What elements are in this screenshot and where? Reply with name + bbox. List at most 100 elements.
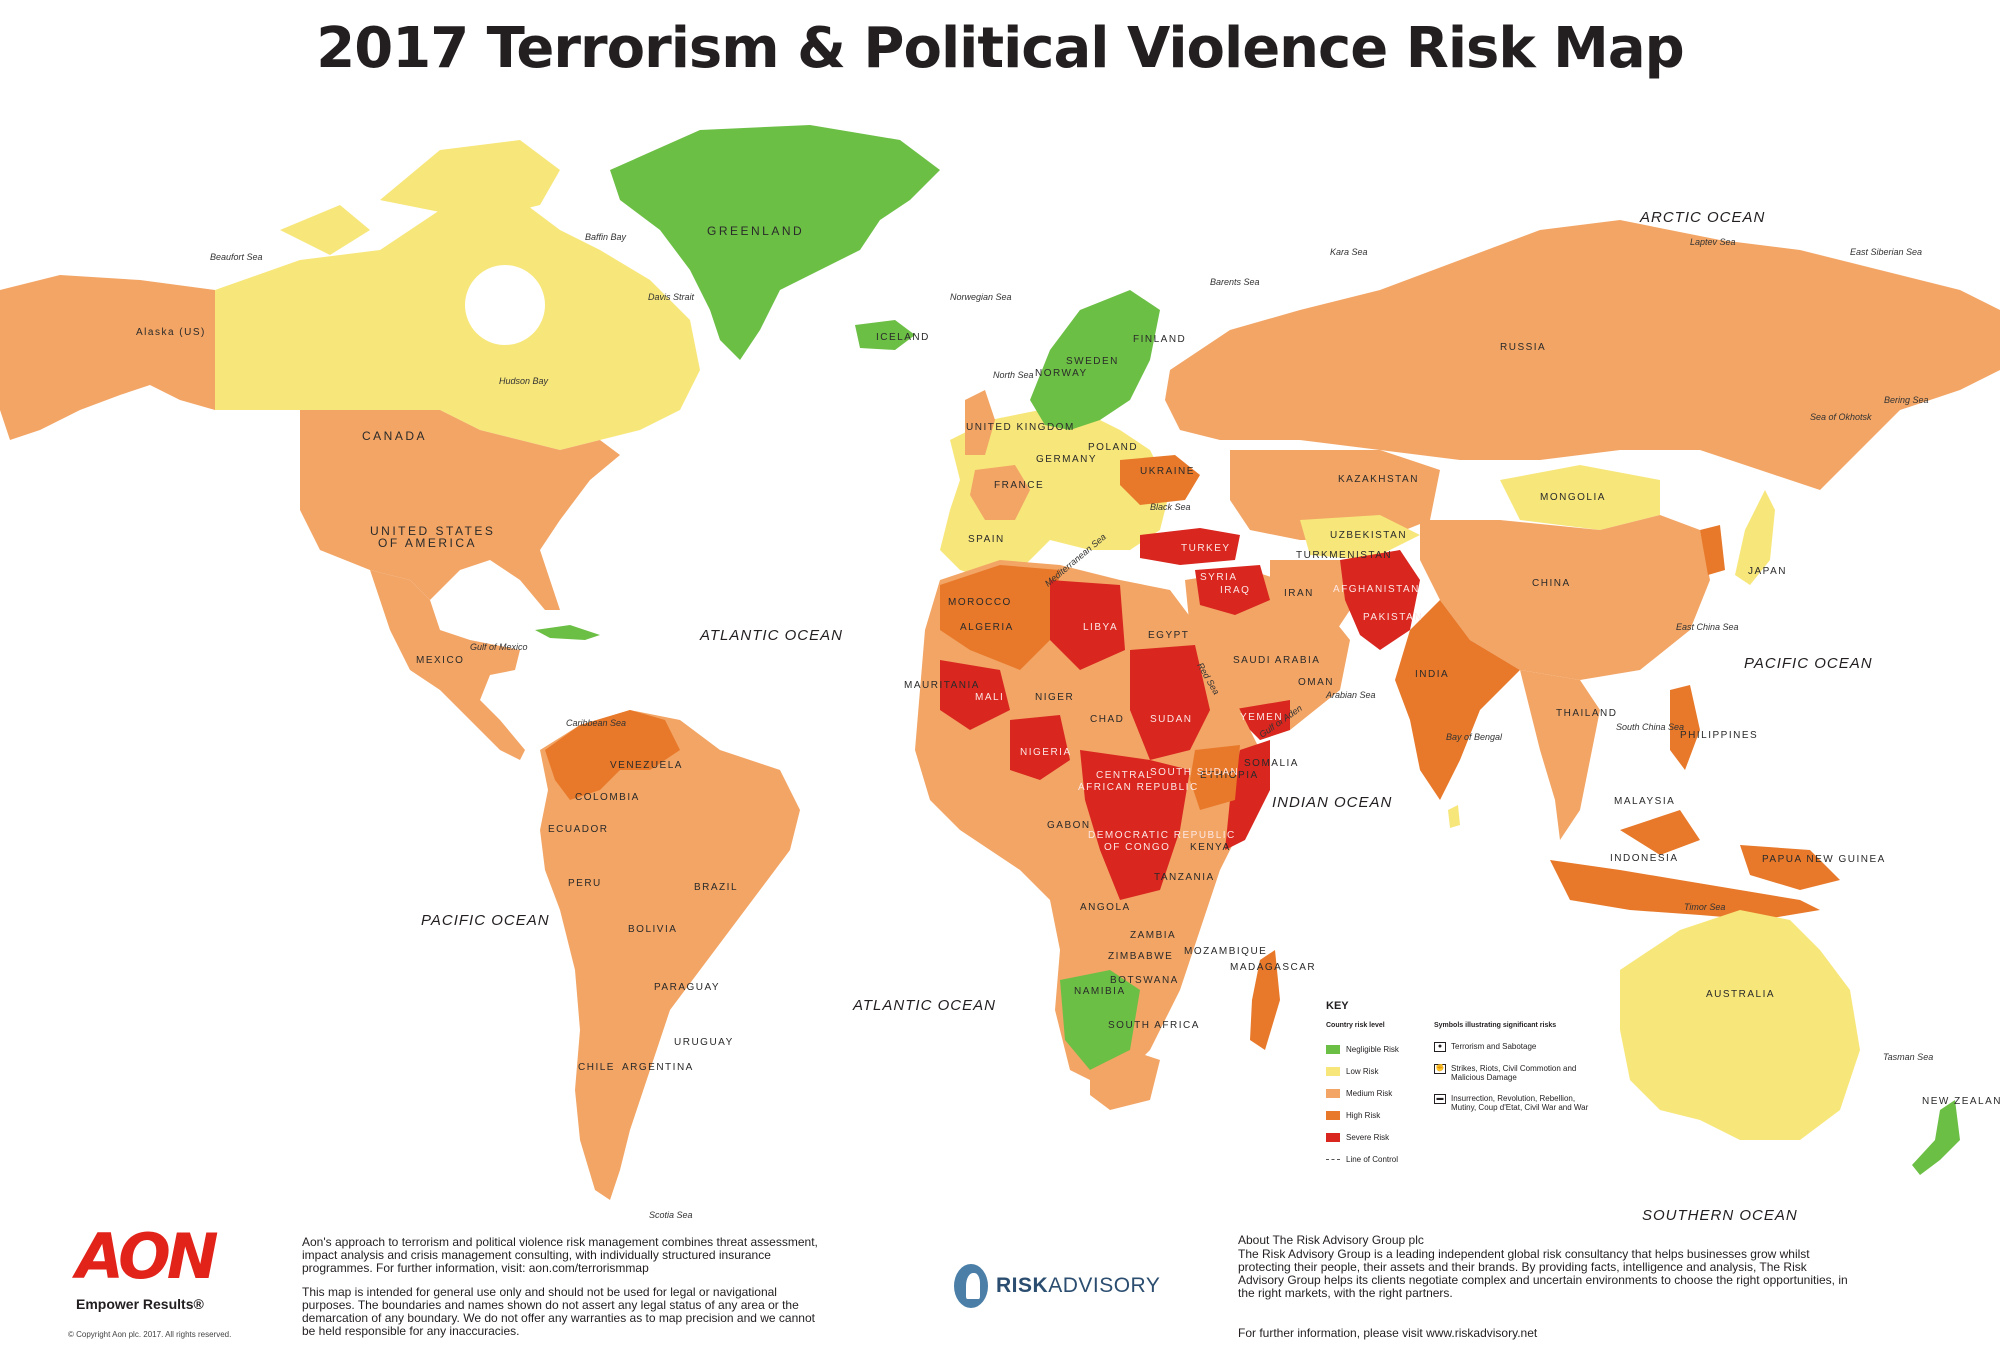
ocean-label-southern: SOUTHERN OCEAN	[1642, 1207, 1798, 1224]
legend-label-high: High Risk	[1346, 1110, 1381, 1120]
country-label-iceland: ICELAND	[876, 332, 930, 343]
country-label-saudi-arabia: SAUDI ARABIA	[1233, 655, 1320, 666]
legend-symbol-strikes: ✊ Strikes, Riots, Civil Commotion and Ma…	[1434, 1064, 1594, 1082]
legend-symbol-terrorism: ● Terrorism and Sabotage	[1434, 1042, 1594, 1052]
legend-label-low: Low Risk	[1346, 1066, 1379, 1076]
legend-item-negligible: Negligible Risk	[1326, 1044, 1399, 1054]
country-label-sweden: SWEDEN	[1066, 356, 1119, 367]
country-label-mozambique: MOZAMBIQUE	[1184, 946, 1267, 957]
about-url-link[interactable]: For further information, please visit ww…	[1238, 1326, 1538, 1340]
region-korea	[1700, 525, 1725, 575]
country-label-drc-1: DEMOCRATIC REPUBLIC	[1088, 830, 1236, 841]
legend-item-low: Low Risk	[1326, 1066, 1378, 1076]
sea-label-okhotsk: Sea of Okhotsk	[1810, 412, 1872, 422]
risk-advisory-wordmark: RISKADVISORY	[996, 1274, 1160, 1298]
legend-item-high: High Risk	[1326, 1110, 1380, 1120]
country-label-norway: NORWAY	[1035, 368, 1088, 379]
country-label-uk: UNITED KINGDOM	[966, 422, 1075, 433]
region-iraq-syria	[1195, 565, 1270, 615]
country-label-brazil: BRAZIL	[694, 882, 738, 893]
region-sri-lanka	[1448, 805, 1460, 828]
country-label-syria: SYRIA	[1200, 572, 1238, 583]
region-uk	[965, 390, 995, 455]
country-label-gabon: GABON	[1047, 820, 1091, 831]
region-uzbekistan	[1300, 515, 1420, 560]
country-label-niger: NIGER	[1035, 692, 1074, 703]
region-japan	[1735, 490, 1775, 585]
country-label-thailand: THAILAND	[1556, 708, 1617, 719]
country-label-sudan: SUDAN	[1150, 714, 1193, 725]
sea-label-beaufort: Beaufort Sea	[210, 252, 263, 262]
legend-symbol-label-strikes: Strikes, Riots, Civil Commotion and Mali…	[1451, 1064, 1577, 1082]
country-label-alaska: Alaska (US)	[136, 327, 206, 338]
ocean-label-indian: INDIAN OCEAN	[1272, 794, 1392, 811]
country-label-somalia: SOMALIA	[1244, 758, 1299, 769]
country-label-iraq: IRAQ	[1220, 585, 1250, 596]
region-mongolia	[1500, 465, 1660, 530]
sea-label-caribbean: Caribbean Sea	[566, 718, 626, 728]
region-madagascar	[1250, 950, 1280, 1050]
country-label-drc-2: OF CONGO	[1104, 842, 1170, 853]
fist-icon: ✊	[1434, 1064, 1446, 1074]
country-label-iran: IRAN	[1284, 588, 1314, 599]
country-label-mali: MALI	[975, 692, 1004, 703]
sea-label-kara: Kara Sea	[1330, 247, 1368, 257]
aon-description: Aon's approach to terrorism and politica…	[302, 1235, 818, 1275]
sea-label-tasman: Tasman Sea	[1883, 1052, 1933, 1062]
swatch-negligible	[1326, 1044, 1340, 1054]
country-label-turkey: TURKEY	[1181, 543, 1231, 554]
region-usa	[300, 410, 620, 610]
sea-label-black: Black Sea	[1150, 502, 1191, 512]
country-label-egypt: EGYPT	[1148, 630, 1189, 641]
region-nigeria	[1010, 715, 1070, 780]
country-label-afghanistan: AFGHANISTAN	[1333, 584, 1420, 595]
region-somalia	[1225, 740, 1270, 850]
legend-title: KEY	[1326, 1000, 1349, 1012]
legend-symbol-label-insurrection: Insurrection, Revolution, Rebellion, Mut…	[1451, 1094, 1589, 1112]
region-europe	[940, 410, 1170, 580]
region-cuba	[535, 625, 600, 640]
ocean-label-pacific-east: PACIFIC OCEAN	[1744, 655, 1873, 672]
region-sahel-severe	[940, 580, 1125, 730]
region-south-america	[540, 710, 800, 1200]
country-label-car-2: AFRICAN REPUBLIC	[1078, 782, 1199, 793]
country-label-paraguay: PARAGUAY	[654, 982, 720, 993]
country-label-russia: RUSSIA	[1500, 342, 1546, 353]
country-label-car-1: CENTRAL	[1096, 770, 1153, 781]
country-label-chile: CHILE	[578, 1062, 615, 1073]
region-iceland	[855, 320, 915, 350]
map-legend: KEY Country risk level Symbols illustrat…	[1326, 1000, 1606, 1170]
country-label-poland: POLAND	[1088, 442, 1138, 453]
copyright-text: © Copyright Aon plc. 2017. All rights re…	[68, 1330, 232, 1339]
swatch-low	[1326, 1066, 1340, 1076]
region-alaska	[0, 275, 215, 440]
sea-label-north-sea: North Sea	[993, 370, 1034, 380]
sea-label-timor: Timor Sea	[1684, 902, 1725, 912]
country-label-algeria: ALGERIA	[960, 622, 1014, 633]
region-canada	[215, 200, 700, 450]
region-arctic-islands	[280, 140, 560, 255]
country-label-zimbabwe: ZIMBABWE	[1108, 951, 1173, 962]
swatch-medium	[1326, 1088, 1340, 1098]
legend-item-medium: Medium Risk	[1326, 1088, 1392, 1098]
country-label-ecuador: ECUADOR	[548, 824, 609, 835]
country-label-kazakhstan: KAZAKHSTAN	[1338, 474, 1419, 485]
country-label-ukraine: UKRAINE	[1140, 466, 1195, 477]
country-label-botswana: BOTSWANA	[1110, 975, 1179, 986]
country-label-papua: PAPUA NEW GUINEA	[1762, 854, 1886, 865]
sea-label-arabian: Arabian Sea	[1325, 690, 1376, 700]
region-south-africa	[1090, 1050, 1160, 1110]
country-label-japan: JAPAN	[1748, 566, 1787, 577]
risk-advisory-logo: RISKADVISORY	[954, 1264, 1160, 1308]
country-label-canada: CANADA	[362, 429, 427, 443]
sea-label-east-china: East China Sea	[1676, 622, 1739, 632]
sea-label-bengal: Bay of Bengal	[1446, 732, 1503, 742]
sea-label-scotia: Scotia Sea	[649, 1210, 693, 1220]
ocean-label-atlantic-north: ATLANTIC OCEAN	[699, 627, 843, 644]
legend-item-line-of-control: Line of Control	[1326, 1154, 1398, 1164]
swatch-severe	[1326, 1132, 1340, 1142]
country-label-new-zealand: NEW ZEALAND	[1922, 1096, 2000, 1107]
country-label-india: INDIA	[1415, 669, 1449, 680]
region-russia	[1165, 220, 2000, 490]
country-label-australia: AUSTRALIA	[1706, 989, 1775, 1000]
